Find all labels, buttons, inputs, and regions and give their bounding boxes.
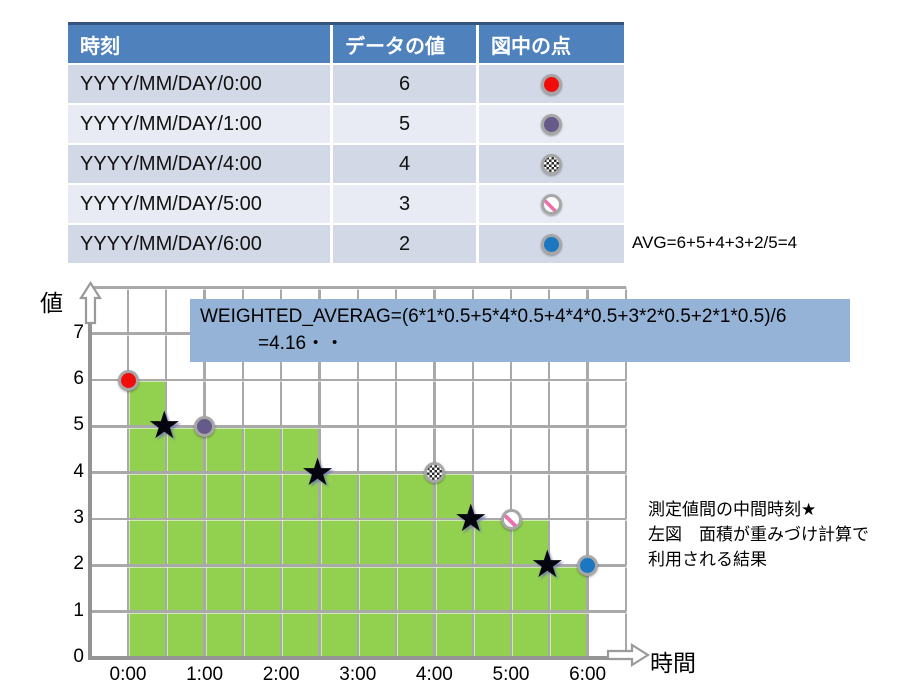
- purple-dot-icon: [541, 113, 562, 135]
- marker-cell: [479, 225, 624, 263]
- table-row: YYYY/MM/DAY/6:00 2: [68, 225, 624, 263]
- midpoint-star-icon: ★: [147, 405, 182, 448]
- blue-dot-icon: [577, 554, 599, 576]
- x-tick-label: 6:00: [569, 664, 607, 685]
- purple-dot-icon: [194, 415, 216, 437]
- x-axis-line: [88, 656, 608, 660]
- x-axis-arrow-icon: [606, 643, 650, 667]
- time-cell: YYYY/MM/DAY/4:00: [68, 145, 330, 183]
- marker-cell: [479, 185, 624, 223]
- gridline-vertical: [624, 287, 628, 658]
- y-tick-label: 3: [73, 507, 84, 528]
- annotation-line2: 左図 面積が重みづけ計算で: [648, 525, 869, 544]
- gridline-horizontal: [89, 517, 626, 521]
- data-point-red-dot: [117, 369, 139, 396]
- annotation-line3: 利用される結果: [648, 550, 767, 569]
- x-tick-label: 5:00: [492, 664, 530, 685]
- time-cell: YYYY/MM/DAY/6:00: [68, 225, 330, 263]
- blue-dot-icon: [541, 233, 562, 255]
- y-tick-label: 1: [73, 599, 84, 621]
- midpoint-star-icon: ★: [300, 451, 335, 494]
- table-row: YYYY/MM/DAY/5:00 3: [68, 185, 624, 223]
- avg-formula-text: AVG=6+5+4+3+2/5=4: [632, 233, 798, 252]
- chart-annotation: 測定値間の中間時刻★ 左図 面積が重みづけ計算で 利用される結果: [648, 497, 869, 572]
- data-point-checkered-dot: [423, 462, 445, 488]
- marker-cell: [479, 65, 624, 103]
- x-tick-label: 2:00: [262, 664, 300, 685]
- y-tick-label: 7: [73, 321, 84, 343]
- header-value: データの値: [333, 25, 476, 63]
- y-tick-label: 5: [73, 414, 84, 436]
- x-tick-label: 1:00: [186, 664, 224, 685]
- red-dot-icon: [117, 369, 139, 391]
- y-axis-line: [88, 287, 92, 660]
- striped-dot-icon: [541, 193, 562, 215]
- y-tick-label: 0: [73, 646, 84, 667]
- value-cell: 4: [333, 145, 476, 183]
- x-tick-label: 4:00: [415, 664, 453, 685]
- weighted-formula-line2: =4.16・・: [258, 333, 345, 354]
- x-axis-title: 時間: [650, 650, 696, 676]
- value-cell: 2: [333, 225, 476, 263]
- data-point-blue-dot: [577, 554, 599, 581]
- time-cell: YYYY/MM/DAY/1:00: [68, 105, 330, 143]
- gridline-horizontal: [89, 471, 626, 474]
- header-time: 時刻: [68, 25, 330, 63]
- header-marker: 図中の点: [479, 25, 624, 63]
- x-tick-label: 3:00: [339, 664, 377, 685]
- weighted-average-callout: WEIGHTED_AVERAG=(6*1*0.5+5*4*0.5+4*4*0.5…: [190, 299, 850, 362]
- marker-cell: [479, 105, 624, 143]
- midpoint-star-icon: ★: [453, 498, 488, 540]
- table-body: YYYY/MM/DAY/0:00 6 YYYY/MM/DAY/1:00 5 YYYY/M…: [68, 65, 624, 263]
- table-row: YYYY/MM/DAY/1:00 5: [68, 105, 624, 143]
- midpoint-star-icon: ★: [530, 544, 565, 587]
- marker-cell: [479, 145, 624, 183]
- value-cell: 6: [333, 65, 476, 103]
- checkered-dot-icon: [541, 153, 562, 175]
- striped-dot-icon: [500, 508, 522, 530]
- y-tick-label: 2: [73, 553, 84, 575]
- gridline-horizontal: [89, 564, 626, 567]
- data-point-purple-dot: [194, 415, 216, 442]
- time-cell: YYYY/MM/DAY/0:00: [68, 65, 330, 103]
- red-dot-icon: [541, 73, 562, 95]
- checkered-dot-icon: [423, 462, 445, 484]
- table-row: YYYY/MM/DAY/0:00 6: [68, 65, 624, 103]
- data-point-striped-dot: [500, 508, 522, 535]
- y-axis-arrow-icon: [79, 281, 102, 325]
- value-cell: 5: [333, 105, 476, 143]
- x-tick-label: 0:00: [109, 664, 147, 685]
- annotation-line1: 測定値間の中間時刻★: [648, 500, 817, 519]
- y-tick-label: 4: [73, 460, 84, 482]
- y-axis-title: 値: [40, 290, 63, 316]
- value-cell: 3: [333, 185, 476, 223]
- gridline-horizontal: [89, 425, 626, 428]
- gridline-horizontal: [89, 286, 626, 289]
- table-header-row: 時刻 データの値 図中の点: [68, 25, 624, 63]
- weighted-formula-line1: WEIGHTED_AVERAG=(6*1*0.5+5*4*0.5+4*4*0.5…: [200, 306, 787, 327]
- time-cell: YYYY/MM/DAY/5:00: [68, 185, 330, 223]
- y-tick-label: 6: [73, 368, 84, 390]
- table-row: YYYY/MM/DAY/4:00 4: [68, 145, 624, 183]
- gridline-horizontal: [89, 610, 626, 613]
- data-table: 時刻 データの値 図中の点 YYYY/MM/DAY/0:00 6 YYYY/MM/D…: [68, 22, 624, 265]
- gridline-horizontal: [89, 378, 626, 382]
